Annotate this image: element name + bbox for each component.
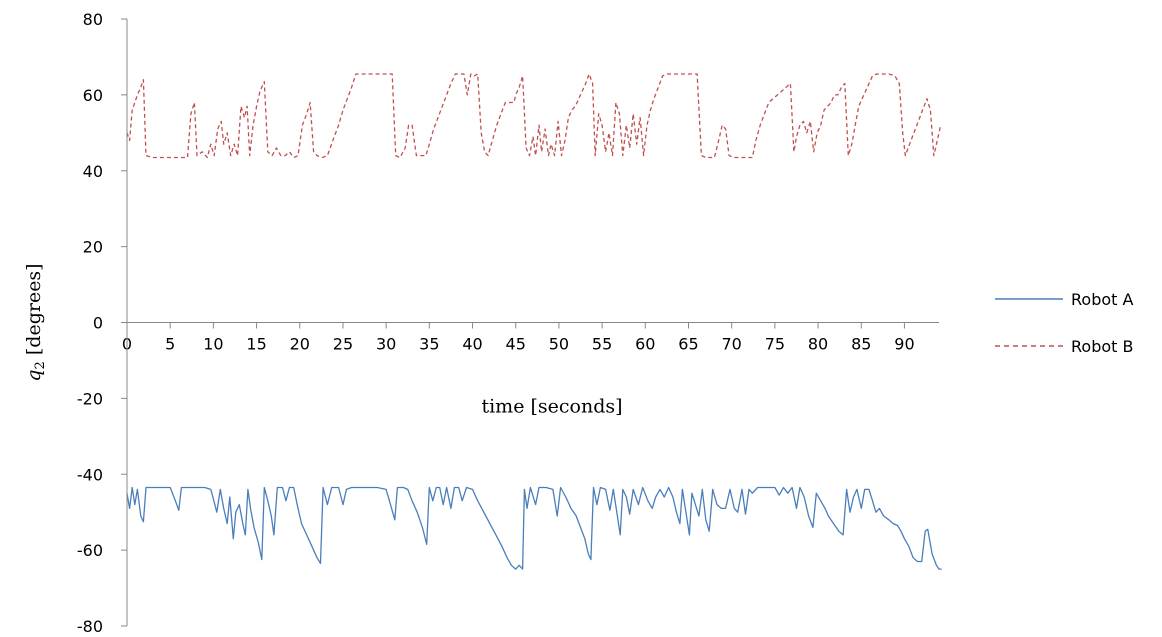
legend-label-robot-a: Robot A xyxy=(1071,290,1133,309)
x-tick-label: 80 xyxy=(808,335,828,354)
x-tick-label: 25 xyxy=(333,335,353,354)
y-tick-label: -20 xyxy=(77,389,103,408)
x-tick-label: 50 xyxy=(549,335,569,354)
x-tick-label: 60 xyxy=(635,335,655,354)
x-axis-ticks: 0 5 10 15 20 25 30 35 40 45 50 55 60 65 70 75 80 85 90 xyxy=(122,322,915,354)
y-tick-label: -40 xyxy=(77,465,103,484)
y-axis-title-unit: [degrees] xyxy=(23,263,45,361)
y-tick-label: 20 xyxy=(83,238,103,257)
legend: Robot A Robot B xyxy=(995,290,1133,356)
series-layer xyxy=(126,73,942,570)
legend-item-robot-a: Robot A xyxy=(995,290,1133,309)
legend-label-robot-b: Robot B xyxy=(1071,337,1133,356)
x-tick-label: 15 xyxy=(246,335,266,354)
y-tick-label: -60 xyxy=(77,541,103,560)
y-tick-label: -80 xyxy=(77,617,103,636)
y-tick-label: 40 xyxy=(83,162,103,181)
x-tick-label: 45 xyxy=(506,335,526,354)
y-axis-title-symbol: q xyxy=(23,369,45,381)
y-tick-label: 0 xyxy=(93,314,103,333)
x-tick-label: 30 xyxy=(376,335,396,354)
y-tick-label: 80 xyxy=(83,10,103,29)
y-tick-label: 60 xyxy=(83,86,103,105)
series-line-robot-a xyxy=(126,486,942,570)
x-tick-label: 5 xyxy=(165,335,175,354)
x-tick-label: 75 xyxy=(765,335,785,354)
x-tick-label: 20 xyxy=(290,335,310,354)
x-tick-label: 90 xyxy=(894,335,914,354)
x-axis-title: time [seconds] xyxy=(481,396,622,418)
x-tick-label: 55 xyxy=(592,335,612,354)
y-axis-title: q2 [degrees] xyxy=(23,263,48,381)
x-tick-label: 10 xyxy=(203,335,223,354)
y-axis-title-subscript: 2 xyxy=(33,361,48,369)
legend-item-robot-b: Robot B xyxy=(995,337,1133,356)
x-tick-label: 35 xyxy=(419,335,439,354)
x-tick-label: 85 xyxy=(851,335,871,354)
y-axis-ticks: 80 60 40 20 0 -20 -40 -60 -80 xyxy=(77,10,127,636)
x-tick-label: 70 xyxy=(722,335,742,354)
series-line-robot-b xyxy=(126,73,942,159)
x-tick-label: 40 xyxy=(462,335,482,354)
x-tick-label: 65 xyxy=(678,335,698,354)
